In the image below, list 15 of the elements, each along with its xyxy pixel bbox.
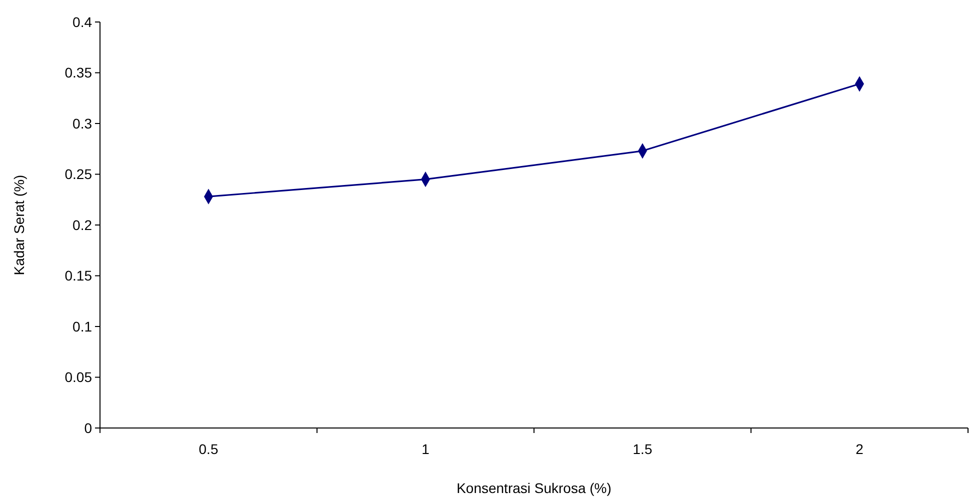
y-tick-label: 0.35	[64, 64, 92, 81]
y-tick-label: 0.15	[64, 268, 92, 284]
y-tick-label: 0.3	[72, 115, 92, 132]
x-tick-label: 1.5	[632, 441, 652, 457]
x-tick-label: 1	[422, 441, 430, 457]
x-tick-label: 0.5	[198, 441, 218, 457]
y-tick-label: 0.25	[64, 166, 92, 182]
x-tick-label: 2	[856, 441, 864, 457]
x-axis-title: Konsentrasi Sukrosa (%)	[456, 480, 612, 496]
y-tick-label: 0.1	[72, 318, 92, 334]
y-tick-label: 0	[84, 420, 92, 436]
y-tick-label: 0.4	[72, 14, 92, 30]
y-tick-label: 0.05	[64, 369, 92, 386]
y-axis-title: Kadar Serat (%)	[11, 174, 27, 276]
y-tick-label: 0.2	[72, 216, 92, 233]
